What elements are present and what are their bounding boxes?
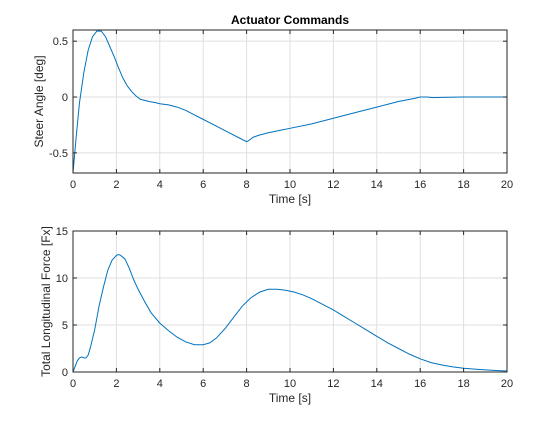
chart-force-x-tick-label: 6 [200,378,206,390]
chart-steer-y-tick-label: -0.5 [49,148,68,160]
chart-steer-axes: 0 2 4 6 8 10 12 14 16 18 20 -0.5 0 0.5 Time [s] Steer A… [32,13,513,206]
chart-force-x-tick-label: 18 [457,378,469,390]
chart-steer-x-tick-label: 4 [157,179,163,191]
chart-force-x-tick-label: 12 [327,378,339,390]
chart-steer-x-tick-label: 18 [457,179,469,191]
chart-force-x-tick-label: 0 [70,378,76,390]
chart-force-x-tick-label: 14 [371,378,383,390]
chart-steer-x-tick-label: 10 [284,179,296,191]
chart-force-y-tick-label: 10 [56,273,68,285]
chart-steer-y-tick-label: 0 [62,92,68,104]
chart-force-y-tick-label: 0 [62,367,68,379]
chart-force-y-tick-label: 15 [56,226,68,238]
chart-steer-x-tick-label: 2 [113,179,119,191]
chart-force-x-tick-label: 16 [414,378,426,390]
chart-steer-x-tick-label: 6 [200,179,206,191]
chart-force-y-tick-label: 5 [62,320,68,332]
chart-steer-series-line [72,30,507,174]
chart-steer-x-tick-label: 12 [327,179,339,191]
chart-steer-x-tick-label: 8 [244,179,250,191]
chart-steer-x-axis-label: Time [s] [269,192,311,206]
chart-force-x-tick-label: 8 [244,378,250,390]
chart-steer-title: Actuator Commands [231,13,349,27]
chart-force-x-tick-label: 2 [113,378,119,390]
chart-steer-x-tick-label: 0 [70,179,76,191]
chart-steer-x-tick-label: 20 [501,179,513,191]
chart-force-y-axis-label: Total Longitudinal Force [Fx] [39,226,53,377]
chart-steer-y-tick-label: 0.5 [53,36,68,48]
chart-force-series-line [72,253,508,373]
chart-steer-y-axis-label: Steer Angle [deg] [32,55,46,147]
chart-force-x-tick-label: 10 [284,378,296,390]
chart-force-x-tick-label: 4 [157,378,163,390]
chart-force-x-tick-label: 20 [501,378,513,390]
chart-steer-x-tick-label: 16 [414,179,426,191]
chart-force-axes: 0 2 4 6 8 10 12 14 16 18 20 0 5 10 15 Time [s] Total Lon… [39,226,513,405]
chart-steer-x-tick-label: 14 [371,179,383,191]
chart-force-x-axis-label: Time [s] [269,391,311,405]
